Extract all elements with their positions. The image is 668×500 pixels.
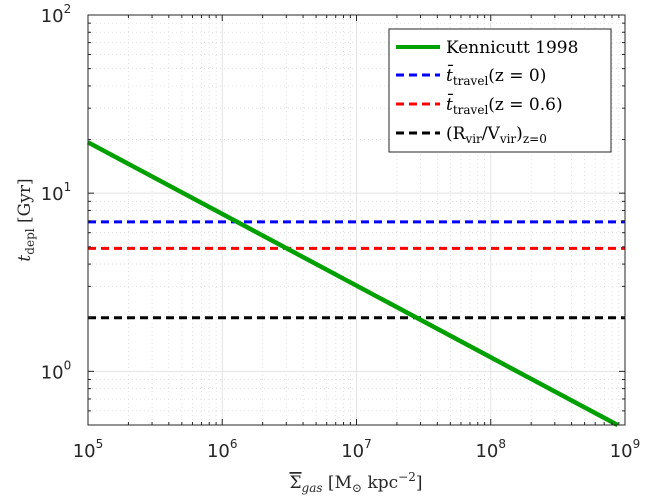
x-axis-label-unit-b: kpc bbox=[362, 473, 398, 493]
x-axis-label-symbol: Σ bbox=[290, 473, 302, 493]
y-tick-label: 100 bbox=[41, 358, 72, 383]
series-line-kennicutt bbox=[86, 140, 619, 427]
legend-label-kennicutt: Kennicutt 1998 bbox=[446, 38, 578, 58]
y-tick-label: 101 bbox=[41, 180, 72, 205]
y-axis-label-unit: [Gyr] bbox=[15, 178, 35, 228]
legend-label-travel-z06: t̄travel(z = 0.6) bbox=[446, 92, 563, 117]
legend-label-rvir-vvir: (Rvir/Vvir)z=0 bbox=[446, 124, 547, 146]
y-tick-label: 102 bbox=[41, 2, 72, 27]
x-axis-label: Σgas [M⊙ kpc−2] bbox=[290, 470, 423, 495]
x-axis-label-close: ] bbox=[416, 473, 423, 493]
x-axis-label-exp: −2 bbox=[398, 470, 416, 484]
x-tick-label: 109 bbox=[610, 437, 641, 462]
x-tick-label: 108 bbox=[475, 437, 506, 462]
tick-labels: 105 106 107 108 109 100 101 102 bbox=[41, 2, 641, 462]
x-tick-label: 106 bbox=[207, 437, 238, 462]
series-lines bbox=[86, 140, 625, 427]
legend-label-travel-z0: t̄travel(z = 0) bbox=[446, 63, 546, 88]
x-axis-label-subscript: gas bbox=[302, 481, 323, 495]
x-tick-label: 107 bbox=[341, 437, 372, 462]
x-tick-label: 105 bbox=[73, 437, 104, 462]
plot-frame bbox=[87, 14, 626, 426]
y-axis-label-symbol: t bbox=[15, 255, 35, 262]
x-axis-label-sun: ⊙ bbox=[352, 481, 362, 495]
y-axis-label: tdepl [Gyr] bbox=[15, 178, 37, 261]
legend: Kennicutt 1998 t̄travel(z = 0) t̄travel(… bbox=[388, 28, 612, 153]
y-axis-label-subscript: depl bbox=[23, 228, 37, 254]
x-axis-label-unit-a: [M bbox=[323, 473, 352, 493]
